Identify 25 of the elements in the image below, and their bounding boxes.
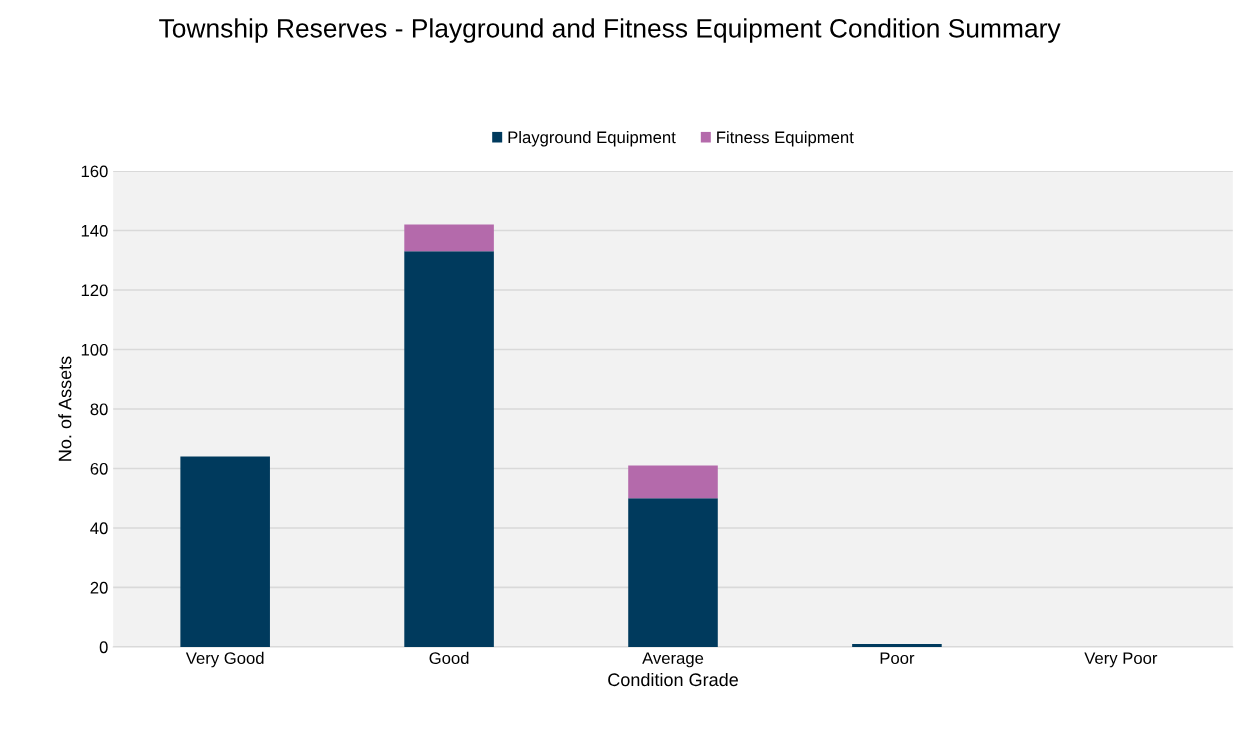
x-tick-label: Good	[429, 651, 469, 665]
y-tick-label: 80	[90, 403, 108, 416]
chart-title: Township Reserves - Playground and Fitness Equipment Condition Summary	[159, 18, 1061, 43]
bar	[628, 498, 718, 647]
x-axis-title: Condition Grade	[608, 672, 738, 687]
bar	[628, 465, 718, 499]
y-tick-label: 140	[81, 224, 108, 237]
legend-label: Fitness Equipment	[717, 131, 854, 147]
legend-label: Playground Equipment	[508, 131, 676, 147]
y-tick-label: 0	[99, 641, 108, 654]
y-tick-label: 160	[81, 165, 108, 178]
x-tick-label: Average	[642, 652, 704, 668]
y-tick-label: 40	[90, 522, 108, 535]
x-tick-label: Poor	[880, 652, 915, 665]
y-tick-label: 100	[81, 343, 108, 356]
bar	[852, 643, 942, 647]
x-tick-label: Very Poor	[1084, 652, 1158, 668]
bar	[180, 456, 270, 647]
y-tick-label: 60	[90, 462, 108, 475]
bar	[404, 224, 494, 252]
y-tick-label: 120	[81, 284, 108, 297]
bar	[404, 251, 494, 647]
y-axis-title: No. of Assets	[58, 356, 72, 461]
y-tick-label: 20	[90, 581, 108, 594]
x-tick-label: Very Good	[185, 651, 264, 668]
